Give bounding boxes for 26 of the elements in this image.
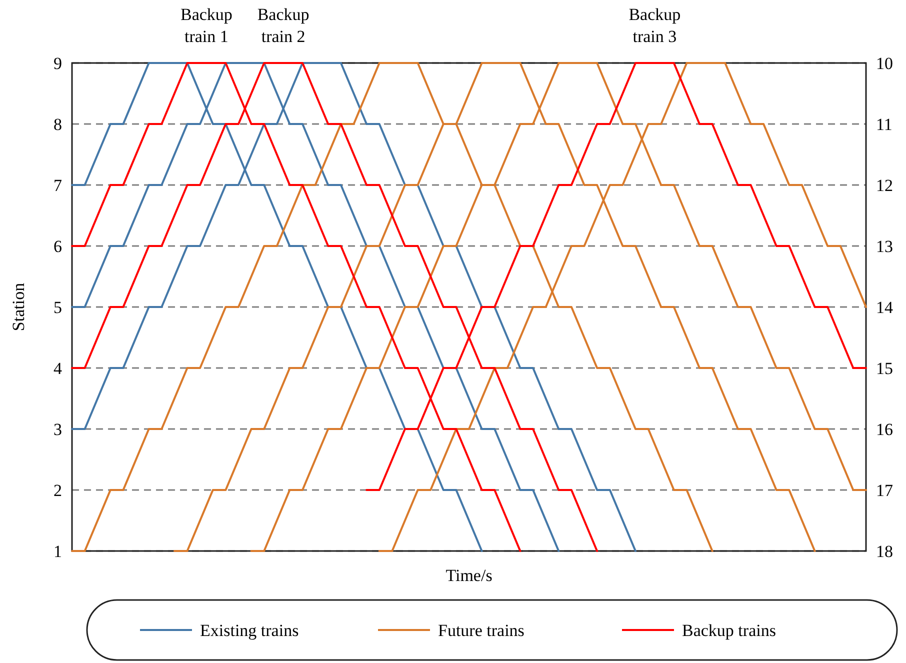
- legend-label: Existing trains: [200, 620, 299, 640]
- text: Backup train 2: [257, 5, 310, 46]
- y-tick-label: 8: [54, 114, 62, 134]
- y-tick-label: 7: [54, 176, 62, 195]
- text: Backup train 3: [628, 5, 681, 46]
- x-axis-title: Time/s: [446, 566, 492, 585]
- y2-tick-label: 14: [876, 298, 894, 317]
- legend-label: Backup trains: [682, 620, 776, 640]
- y2-tick-label: 16: [876, 420, 893, 439]
- y-axis-title: Station: [9, 282, 28, 332]
- y-tick-label: 3: [54, 420, 62, 439]
- y2-tick-label: 13: [876, 236, 893, 256]
- y2-tick-label: 15: [876, 358, 893, 378]
- legend-label: Future trains: [438, 620, 524, 640]
- y2-tick-label: 17: [876, 480, 894, 500]
- y2-tick-label: 11: [876, 114, 892, 134]
- y-tick-label: 5: [54, 298, 62, 317]
- y-tick-label: 9: [54, 54, 62, 73]
- y-tick-label: 4: [54, 358, 62, 378]
- y-tick-label: 6: [54, 236, 62, 256]
- y2-tick-label: 10: [876, 54, 893, 73]
- y2-tick-label: 12: [876, 176, 893, 195]
- y-tick-label: 2: [54, 480, 62, 500]
- y-tick-label: 1: [54, 542, 62, 561]
- text: Backup train 1: [180, 5, 232, 46]
- y2-tick-label: 18: [876, 542, 893, 561]
